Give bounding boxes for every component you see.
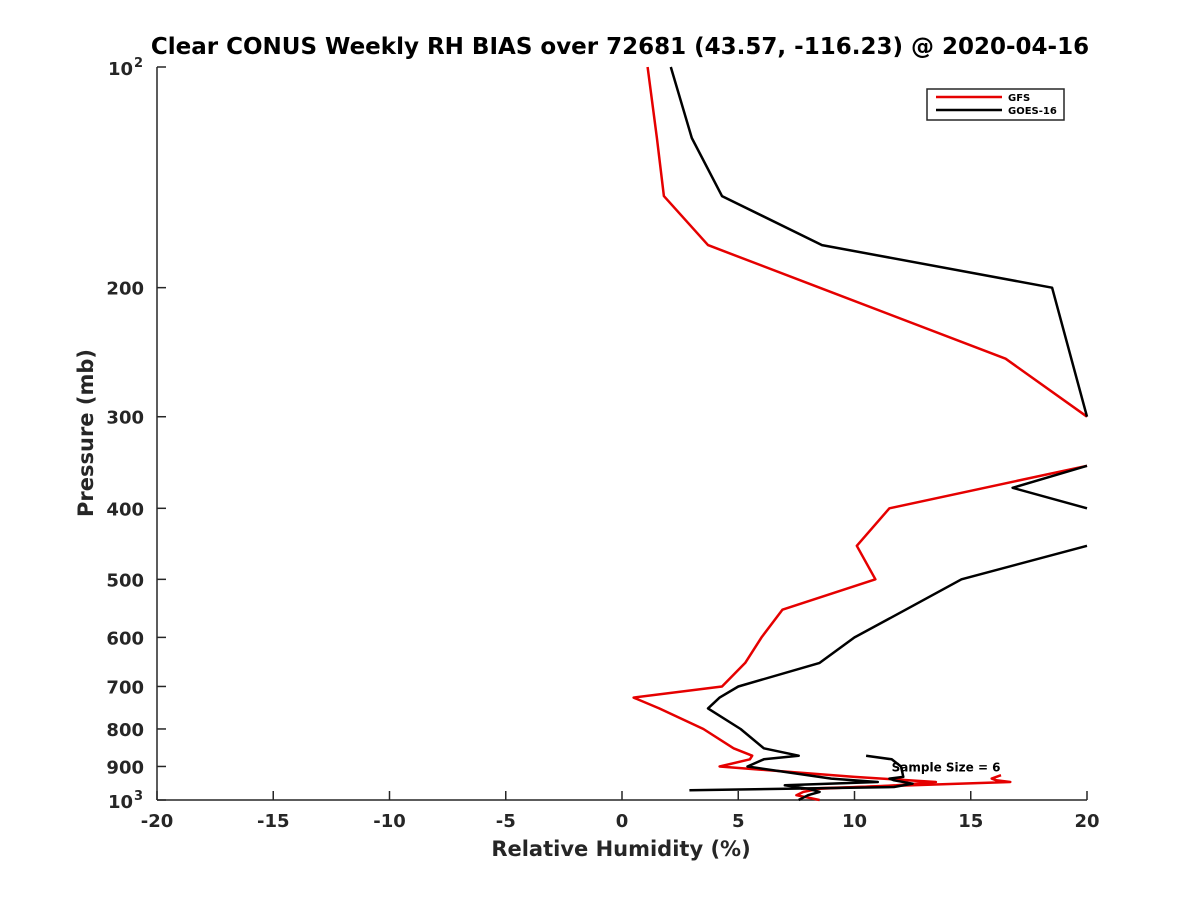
y-tick-label: 10 [108,792,133,813]
y-tick-label: 700 [106,677,144,698]
legend-label-goes16: GOES-16 [1008,106,1057,117]
series-goes-16 [669,66,1089,802]
series-gfs [632,66,1088,802]
x-tick-label: 0 [616,811,629,832]
chart-title: Clear CONUS Weekly RH BIAS over 72681 (4… [151,34,1089,60]
y-tick-label: 400 [106,499,144,520]
x-tick-label: -10 [373,811,406,832]
legend-box [926,88,1065,121]
y-tick-label: 200 [106,279,144,300]
x-tick-label: -5 [496,811,516,832]
x-tick-label: 15 [958,811,983,832]
y-tick-exponent: 3 [134,789,143,804]
series-line-segment [689,754,914,792]
x-tick-label: 10 [842,811,867,832]
y-tick-label: 300 [106,408,144,429]
x-axis-label: Relative Humidity (%) [491,837,750,861]
x-tick-label: 20 [1074,811,1099,832]
x-tick-label: 5 [732,811,745,832]
y-tick-label: 500 [106,570,144,591]
x-ticks: -20 -15 -10 -5 0 5 10 15 20 [141,791,1100,832]
series-line-segment [1011,464,1088,510]
x-tick-label: -15 [257,811,290,832]
sample-size-annotation: Sample Size = 6 [892,760,1001,774]
x-tick-label: -20 [141,811,174,832]
y-tick-label: 10 [108,59,133,80]
y-tick-label: 900 [106,757,144,778]
series-line-segment [646,66,1088,418]
y-tick-exponent: 2 [134,56,143,71]
legend-label-gfs: GFS [1008,93,1030,104]
plot-area [156,67,1087,801]
y-tick-label: 600 [106,628,144,649]
legend: GFS GOES-16 [926,88,1065,121]
y-tick-label: 800 [106,720,144,741]
series-layer [632,66,1089,802]
series-line-segment [669,66,1089,418]
y-axis-label: Pressure (mb) [74,349,98,517]
